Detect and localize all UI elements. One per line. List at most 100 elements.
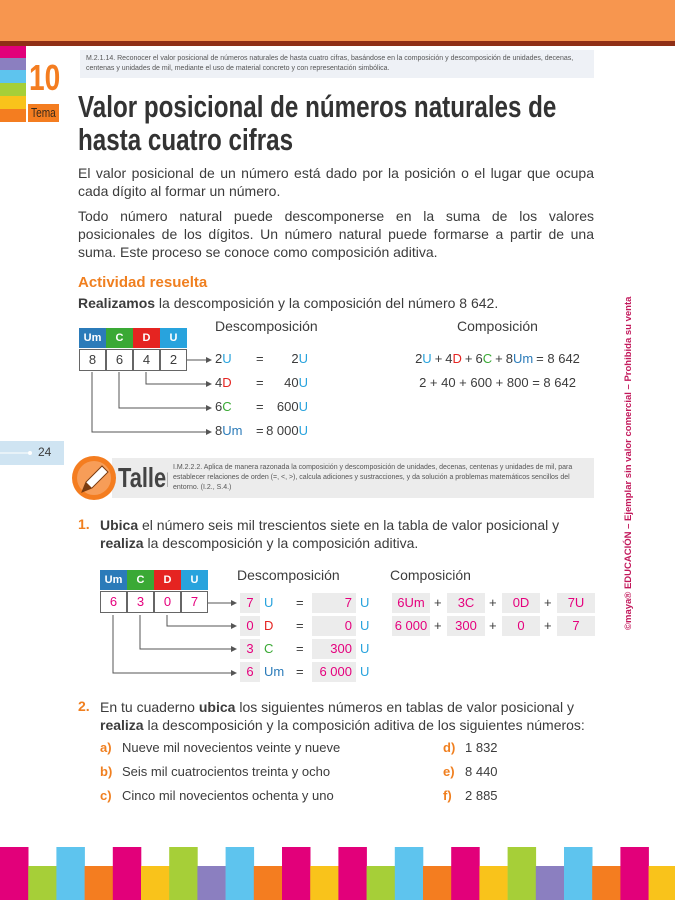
text: realiza — [100, 717, 144, 733]
place-header: U — [160, 328, 187, 348]
item-letter: d) — [443, 740, 456, 755]
band-block — [394, 847, 424, 900]
verb: Realizamos — [78, 295, 156, 311]
topic-number: 10 — [29, 58, 69, 98]
value: 8 000 — [266, 423, 299, 438]
strip — [0, 109, 26, 122]
band-block — [338, 847, 367, 900]
strip — [0, 46, 26, 58]
activity-statement: Realizamos la descomposición y la compos… — [78, 295, 498, 311]
band-block — [507, 847, 537, 900]
item-letter: e) — [443, 764, 455, 779]
unit: U — [298, 399, 308, 414]
answer-box: 6Um — [392, 593, 430, 613]
decomposition-left: 4D — [215, 375, 232, 390]
place-header: Um — [79, 328, 106, 348]
unit-cell: U — [360, 618, 370, 633]
exercise-number: 2. — [78, 698, 90, 714]
answer-box: 300 — [312, 639, 356, 659]
answer-box: 6 000 — [312, 662, 356, 682]
connectors — [91, 357, 237, 676]
decomposition-label: Descomposición — [215, 318, 318, 334]
topic-number-text: 10 — [29, 57, 61, 98]
band-block — [423, 866, 452, 900]
equals: = — [296, 595, 304, 610]
unit: U — [298, 351, 308, 366]
value: 40 — [284, 375, 299, 390]
paragraph: El valor posicional de un número está da… — [78, 165, 594, 199]
composition-sum: 2 + 40 + 600 + 800 = 8 642 — [419, 375, 576, 390]
text: En tu cuaderno — [100, 699, 199, 715]
operator: + — [544, 595, 552, 610]
unit-cell: C — [264, 641, 274, 656]
unit: D — [452, 351, 462, 366]
operator: + — [489, 595, 497, 610]
item-letter: f) — [443, 788, 452, 803]
unit: C — [222, 399, 232, 414]
unit: U — [222, 351, 232, 366]
decomposition-left: 8Um — [215, 423, 242, 438]
digit: 4 — [445, 351, 453, 366]
digit-cell: 2 — [160, 349, 187, 371]
objective: M.2.1.14. Reconocer el valor posicional … — [80, 50, 594, 78]
answer-box: 7U — [557, 593, 595, 613]
composition-label: Composición — [390, 567, 471, 583]
digit: 2 — [415, 351, 423, 366]
equals: = — [296, 641, 304, 656]
item-text: Nueve mil novecientos veinte y nueve — [122, 740, 341, 755]
unit-cell: U — [360, 595, 370, 610]
topic-label-text: Tema — [31, 105, 56, 120]
verb: Ubica — [100, 517, 139, 533]
unit-cell: D — [264, 618, 274, 633]
digit: 8 — [505, 351, 513, 366]
place-header: C — [127, 570, 154, 590]
unit: U — [298, 375, 308, 390]
band-block — [592, 866, 621, 900]
paragraph: Todo número natural puede descomponerse … — [78, 208, 594, 260]
answer-box: 0D — [502, 593, 540, 613]
operator: + — [434, 595, 442, 610]
band-block — [451, 847, 480, 900]
digit: 2 — [215, 351, 223, 366]
item-letter: c) — [100, 788, 112, 803]
top-band — [0, 0, 675, 41]
equals: = — [296, 664, 304, 679]
digit-cell: 7 — [181, 591, 208, 613]
title: Valor posicional de números naturales de… — [78, 90, 638, 156]
topic-label: Tema — [28, 104, 59, 122]
operator: + — [464, 351, 473, 366]
decomposition-right: 40U — [260, 375, 308, 390]
decomposition-left: 2U — [215, 351, 232, 366]
operator: + — [434, 618, 442, 633]
band-block — [253, 866, 283, 900]
pencil-icon — [72, 456, 116, 500]
band-block — [535, 866, 565, 900]
exercise-number: 1. — [78, 516, 90, 532]
composition: 2U +4D +6C +8Um = 8 642 — [385, 351, 610, 366]
band-block — [141, 866, 170, 900]
band-block — [282, 847, 311, 900]
workshop-label: Taller — [118, 462, 191, 494]
strip — [0, 83, 26, 96]
statement: la descomposición y la composición del n… — [155, 295, 499, 311]
page-number: 24 — [38, 445, 52, 459]
workshop-label-text: Taller — [118, 462, 175, 493]
text: los siguientes números en tablas de valo… — [235, 699, 574, 715]
text: ubica — [198, 699, 236, 715]
item-text: Seis mil cuatrocientos treinta y ocho — [122, 764, 331, 779]
answer-box: 3C — [447, 593, 485, 613]
band-block — [197, 866, 226, 900]
answer-box: 7 — [312, 593, 356, 613]
strip — [0, 96, 26, 109]
digit: 6 — [475, 351, 483, 366]
band-block — [225, 847, 255, 900]
workshop-label-box — [112, 458, 168, 498]
digit: 6 — [215, 399, 223, 414]
unit: U — [422, 351, 432, 366]
item-text: 1 832 — [465, 740, 498, 755]
activity-heading: Actividad resuelta — [78, 274, 208, 291]
band-block — [479, 866, 508, 900]
digit-cell: 0 — [154, 591, 181, 613]
decomposition-right: 600U — [260, 399, 308, 414]
